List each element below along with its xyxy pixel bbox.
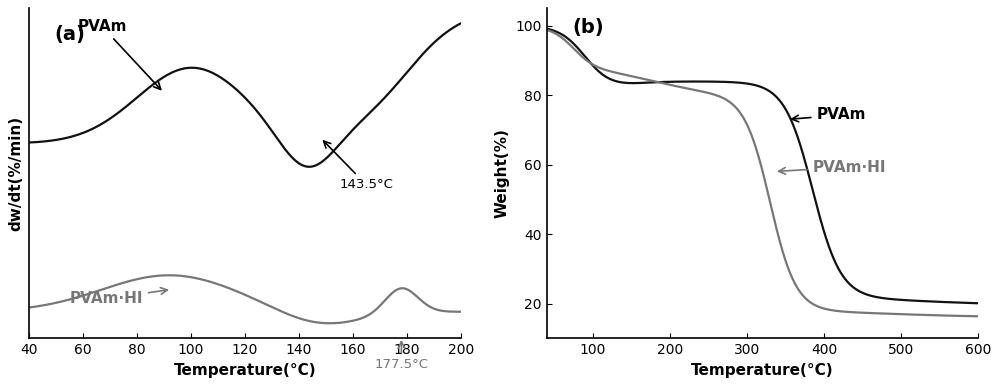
Text: 177.5°C: 177.5°C bbox=[374, 342, 428, 371]
X-axis label: Temperature(°C): Temperature(°C) bbox=[691, 363, 834, 378]
Text: 143.5°C: 143.5°C bbox=[324, 141, 393, 191]
Text: (a): (a) bbox=[55, 25, 86, 44]
Text: PVAm: PVAm bbox=[77, 19, 161, 90]
Text: PVAm: PVAm bbox=[792, 107, 866, 122]
Text: PVAm·HI: PVAm·HI bbox=[69, 288, 167, 306]
X-axis label: Temperature(°C): Temperature(°C) bbox=[174, 363, 316, 378]
Text: (b): (b) bbox=[572, 18, 604, 37]
Y-axis label: dw/dt(%/min): dw/dt(%/min) bbox=[8, 116, 23, 231]
Y-axis label: Weight(%): Weight(%) bbox=[495, 129, 510, 218]
Text: PVAm·HI: PVAm·HI bbox=[779, 159, 886, 174]
